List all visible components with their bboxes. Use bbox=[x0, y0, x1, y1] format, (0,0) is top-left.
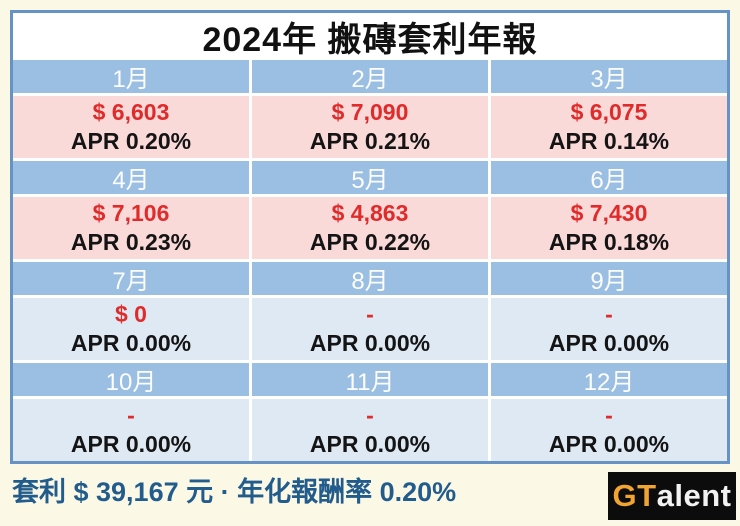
month-data-cell: $ 7,090 APR 0.21% bbox=[252, 96, 488, 158]
month-apr-value: APR 0.00% bbox=[309, 329, 431, 356]
annual-report-table: 2024年 搬磚套利年報 1月 2月 3月 $ 6,603 APR 0.20% … bbox=[10, 10, 730, 464]
month-apr-value: APR 0.00% bbox=[309, 430, 431, 457]
month-profit-value: $ 7,430 bbox=[570, 200, 648, 227]
month-profit-value: $ 4,863 bbox=[331, 200, 409, 227]
months-grid: 1月 2月 3月 $ 6,603 APR 0.20% $ 7,090 APR 0… bbox=[13, 60, 727, 461]
month-header-cell: 3月 bbox=[491, 60, 727, 93]
month-apr-value: APR 0.21% bbox=[309, 127, 431, 154]
month-header-cell: 8月 bbox=[252, 262, 488, 295]
month-data-cell: - APR 0.00% bbox=[13, 399, 249, 461]
month-data-cell: $ 6,075 APR 0.14% bbox=[491, 96, 727, 158]
month-apr-value: APR 0.00% bbox=[70, 329, 192, 356]
month-apr-value: APR 0.00% bbox=[70, 430, 192, 457]
month-apr-value: APR 0.23% bbox=[70, 228, 192, 255]
report-title: 2024年 搬磚套利年報 bbox=[13, 13, 727, 60]
gtalent-logo-gt: GT bbox=[612, 478, 657, 513]
month-data-cell: $ 0 APR 0.00% bbox=[13, 298, 249, 360]
month-header-cell: 4月 bbox=[13, 161, 249, 194]
month-header-cell: 12月 bbox=[491, 363, 727, 396]
annual-summary-text: 套利 $ 39,167 元 · 年化報酬率 0.20% bbox=[12, 477, 457, 507]
month-profit-value: - bbox=[366, 301, 374, 328]
month-apr-value: APR 0.14% bbox=[548, 127, 670, 154]
month-apr-value: APR 0.00% bbox=[548, 329, 670, 356]
month-profit-value: - bbox=[605, 402, 613, 429]
month-data-cell: - APR 0.00% bbox=[491, 298, 727, 360]
month-data-cell: $ 6,603 APR 0.20% bbox=[13, 96, 249, 158]
month-header-cell: 2月 bbox=[252, 60, 488, 93]
gtalent-logo: GT alent bbox=[608, 472, 736, 520]
month-profit-value: $ 7,106 bbox=[92, 200, 170, 227]
month-data-cell: - APR 0.00% bbox=[252, 399, 488, 461]
month-header-cell: 9月 bbox=[491, 262, 727, 295]
month-data-cell: $ 7,106 APR 0.23% bbox=[13, 197, 249, 259]
month-apr-value: APR 0.20% bbox=[70, 127, 192, 154]
month-header-cell: 11月 bbox=[252, 363, 488, 396]
month-data-cell: - APR 0.00% bbox=[491, 399, 727, 461]
month-header-cell: 1月 bbox=[13, 60, 249, 93]
month-profit-value: $ 7,090 bbox=[331, 99, 409, 126]
month-apr-value: APR 0.18% bbox=[548, 228, 670, 255]
month-data-cell: $ 4,863 APR 0.22% bbox=[252, 197, 488, 259]
month-header-cell: 7月 bbox=[13, 262, 249, 295]
month-apr-value: APR 0.00% bbox=[548, 430, 670, 457]
month-header-cell: 10月 bbox=[13, 363, 249, 396]
gtalent-logo-alent: alent bbox=[656, 478, 732, 513]
month-apr-value: APR 0.22% bbox=[309, 228, 431, 255]
month-header-cell: 6月 bbox=[491, 161, 727, 194]
month-profit-value: - bbox=[127, 402, 135, 429]
month-data-cell: $ 7,430 APR 0.18% bbox=[491, 197, 727, 259]
month-profit-value: - bbox=[605, 301, 613, 328]
month-data-cell: - APR 0.00% bbox=[252, 298, 488, 360]
month-profit-value: $ 6,075 bbox=[570, 99, 648, 126]
month-header-cell: 5月 bbox=[252, 161, 488, 194]
month-profit-value: - bbox=[366, 402, 374, 429]
month-profit-value: $ 6,603 bbox=[92, 99, 170, 126]
month-profit-value: $ 0 bbox=[115, 301, 147, 328]
